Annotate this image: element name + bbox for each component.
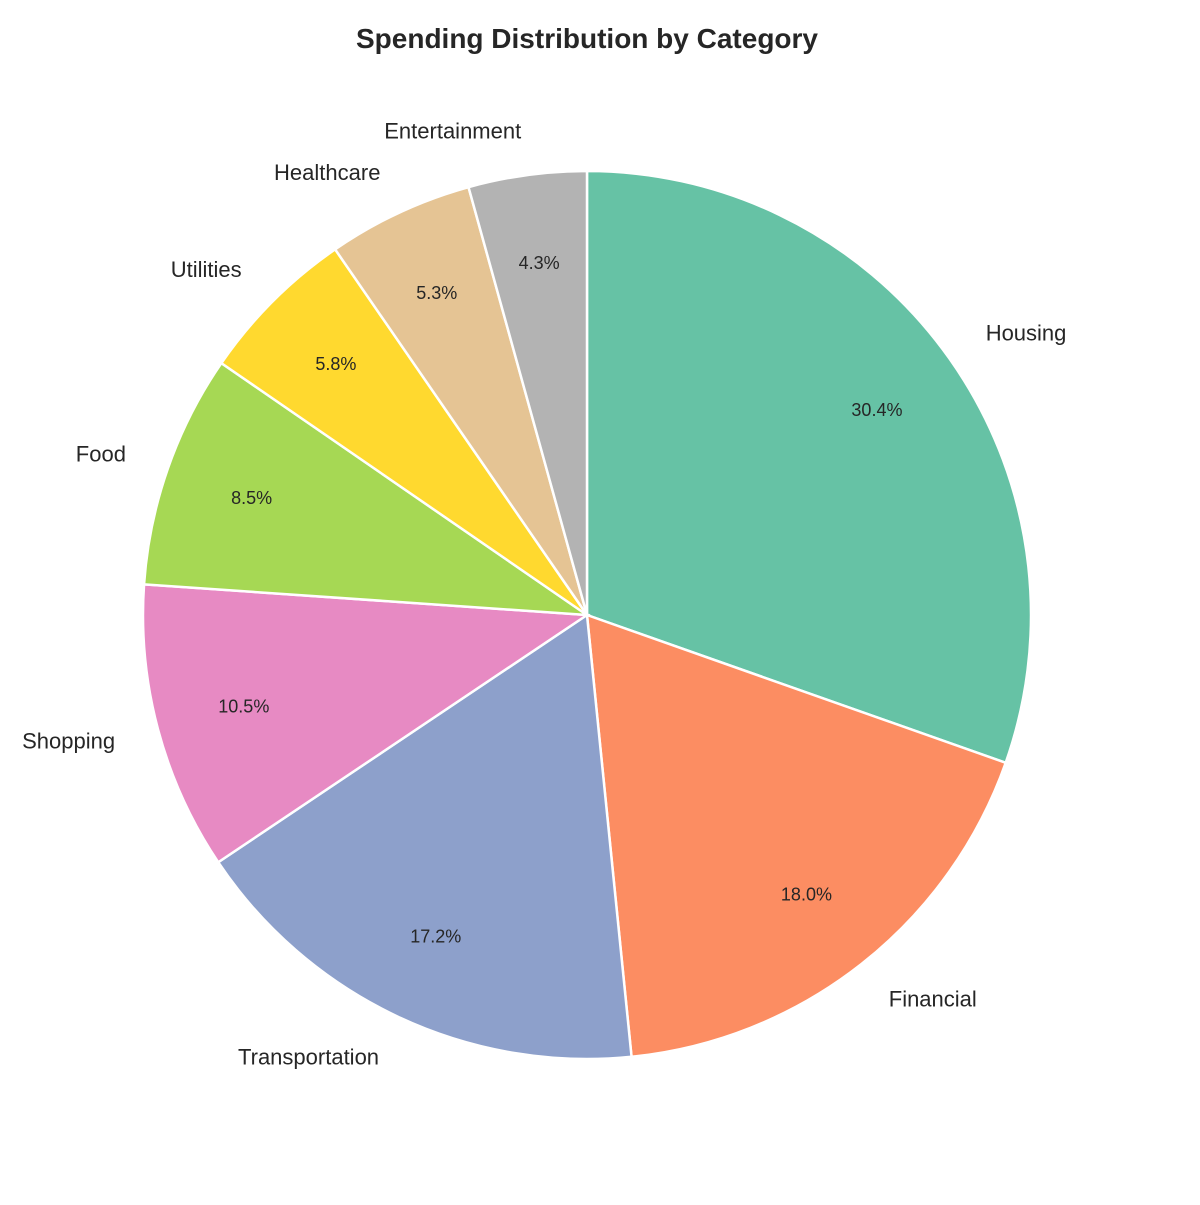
pie-slice-entertainment	[466, 169, 589, 616]
pie-slice-healthcare	[333, 185, 589, 616]
pie-slice-housing	[585, 169, 1033, 765]
slice-percent-food: 8.5%	[231, 488, 272, 508]
slice-label-entertainment: Entertainment	[384, 119, 521, 144]
slice-percent-financial: 18.0%	[781, 884, 832, 904]
slice-label-transportation: Transportation	[238, 1044, 379, 1069]
pie-slice-utilities	[219, 247, 589, 617]
pie-slice-transportation	[216, 612, 633, 1061]
slice-percent-transportation: 17.2%	[410, 926, 461, 946]
pie-slice-food	[142, 361, 592, 617]
pie-slice-shopping	[141, 583, 591, 864]
slice-percent-housing: 30.4%	[851, 400, 902, 420]
slice-percent-entertainment: 4.3%	[519, 253, 560, 273]
slice-label-shopping: Shopping	[22, 728, 115, 753]
slice-percent-shopping: 10.5%	[218, 697, 269, 717]
chart-title: Spending Distribution by Category	[356, 23, 818, 54]
slice-label-healthcare: Healthcare	[274, 160, 380, 185]
slice-percent-utilities: 5.8%	[315, 354, 356, 374]
slice-label-financial: Financial	[889, 987, 977, 1012]
slices-layer	[141, 169, 1033, 1061]
pie-slice-financial	[585, 613, 1008, 1059]
slice-label-utilities: Utilities	[171, 257, 242, 282]
slice-label-food: Food	[76, 441, 126, 466]
labels-layer: Housing 30.4% Financial 18.0% Transportation…	[22, 119, 1066, 1070]
slice-percent-healthcare: 5.3%	[416, 283, 457, 303]
slice-label-housing: Housing	[986, 320, 1067, 345]
